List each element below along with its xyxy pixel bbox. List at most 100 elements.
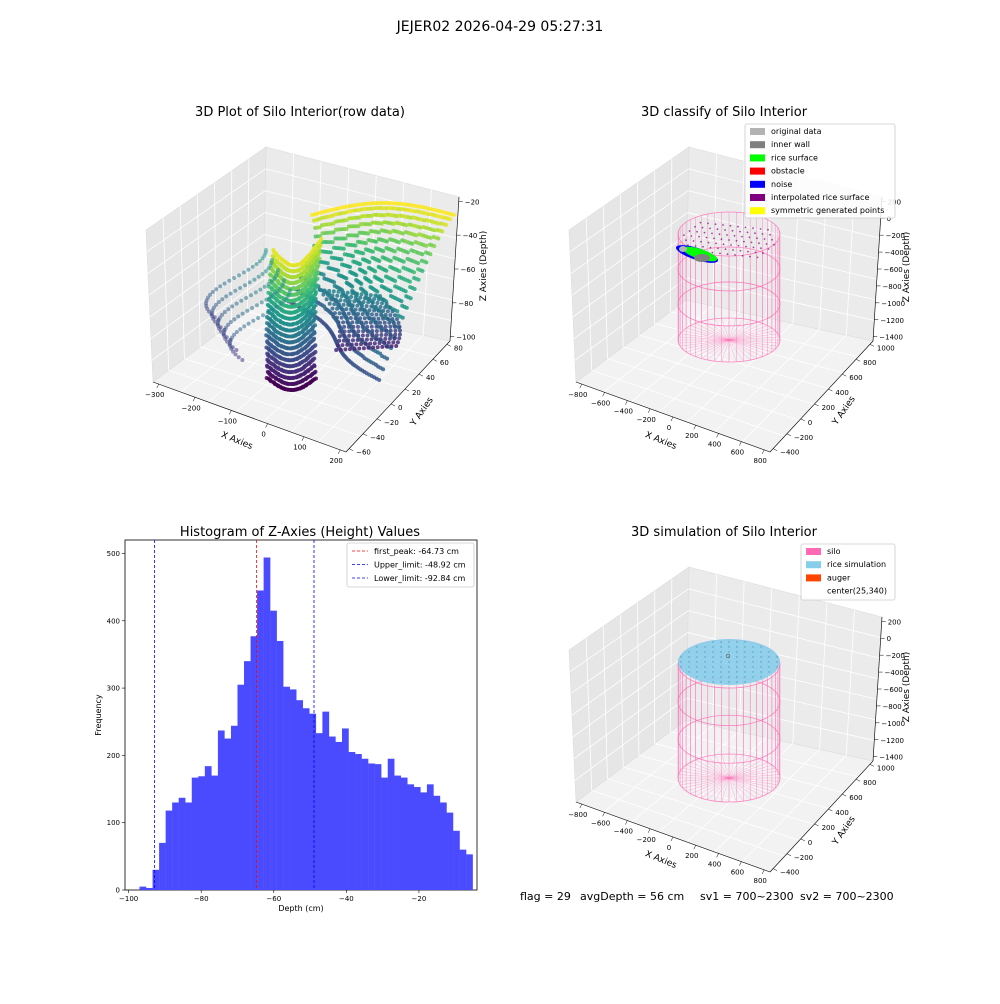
rice-simulation-point xyxy=(728,651,729,652)
scan-point xyxy=(362,300,366,304)
interpolated-point xyxy=(715,243,717,245)
scan-point xyxy=(276,289,280,293)
scan-point xyxy=(343,330,347,334)
interpolated-point xyxy=(764,238,766,240)
scan-point xyxy=(251,265,255,269)
scan-point xyxy=(266,310,270,314)
scan-point xyxy=(367,260,371,264)
tick-mark xyxy=(694,845,696,849)
interpolated-point xyxy=(760,247,762,249)
scan-point xyxy=(258,259,262,263)
scan-point xyxy=(223,282,227,286)
tick-label: 40 xyxy=(426,374,435,382)
tick-label: −600 xyxy=(591,399,610,407)
tick-label: −400 xyxy=(614,828,633,836)
legend-label: rice surface xyxy=(771,153,818,162)
simulation-plot-title: 3D simulation of Silo Interior xyxy=(631,525,818,540)
interpolated-point xyxy=(717,248,719,250)
histogram-bar xyxy=(316,733,323,890)
tick-mark xyxy=(787,434,791,436)
interpolated-point xyxy=(751,242,753,244)
interpolated-point xyxy=(738,245,740,247)
scan-point xyxy=(319,244,323,248)
scan-point xyxy=(365,312,369,316)
scan-point xyxy=(346,303,350,307)
rice-simulation-point xyxy=(752,646,753,647)
histogram-bar xyxy=(296,700,303,890)
scan-point xyxy=(395,317,399,321)
tick-label: 80 xyxy=(454,344,463,352)
scan-point xyxy=(344,295,348,299)
tick-label: 800 xyxy=(863,359,876,367)
tick-mark xyxy=(603,812,605,816)
tick-mark xyxy=(433,359,437,361)
tick-label: −100 xyxy=(218,417,237,425)
rice-simulation-point xyxy=(720,671,721,672)
tick-label: 0 xyxy=(398,404,402,412)
rice-simulation-point xyxy=(704,676,705,677)
histogram-bar xyxy=(257,590,264,890)
rice-simulation-point xyxy=(688,661,689,662)
rice-simulation-point xyxy=(768,661,769,662)
rice-simulation-point xyxy=(704,646,705,647)
scan-point xyxy=(393,279,397,283)
tick-mark xyxy=(739,862,741,866)
rice-simulation-point xyxy=(736,656,737,657)
legend-swatch xyxy=(750,207,765,214)
tick-label: 1000 xyxy=(877,344,895,352)
legend-label: noise xyxy=(771,180,792,189)
scan-point xyxy=(349,316,353,320)
scan-point xyxy=(319,237,323,241)
scan-point xyxy=(364,293,368,297)
legend-swatch xyxy=(750,168,765,175)
rice-simulation-point xyxy=(720,666,721,667)
scan-point xyxy=(385,302,389,306)
scan-point xyxy=(264,298,268,302)
scan-point xyxy=(346,291,350,295)
tick-label: 300 xyxy=(107,685,120,693)
interpolated-point xyxy=(689,230,691,232)
scan-point xyxy=(332,289,336,293)
scan-point xyxy=(233,289,237,293)
scan-point xyxy=(350,285,354,289)
rice-simulation-point xyxy=(744,641,745,642)
scan-point xyxy=(245,309,249,313)
scan-point xyxy=(343,347,347,351)
interpolated-point xyxy=(694,226,696,228)
histogram-bar xyxy=(270,611,277,890)
scan-point xyxy=(264,269,268,273)
rice-simulation-point xyxy=(752,671,753,672)
rice-simulation-point xyxy=(736,681,737,682)
rice-simulation-point xyxy=(712,656,713,657)
rice-simulation-point xyxy=(688,656,689,657)
scan-point xyxy=(432,244,436,248)
rice-simulation-point xyxy=(704,661,705,662)
scan-point xyxy=(385,345,389,349)
scan-point xyxy=(379,325,383,329)
scan-point xyxy=(352,299,356,303)
legend-label: interpolated rice surface xyxy=(771,193,869,202)
tick-label: −20 xyxy=(465,198,480,206)
scan-point xyxy=(251,319,255,323)
scan-point xyxy=(336,269,340,273)
tick-label: 0 xyxy=(667,844,671,852)
scan-point xyxy=(352,329,356,333)
rice-simulation-point xyxy=(680,661,681,662)
scan-point xyxy=(338,330,342,334)
scan-point xyxy=(424,260,428,264)
scan-point xyxy=(244,296,248,300)
rice-simulation-point xyxy=(680,656,681,657)
histogram-bar xyxy=(460,850,467,890)
tick-mark xyxy=(773,449,777,451)
histogram-bar xyxy=(329,737,336,890)
interpolated-point xyxy=(709,228,711,230)
scan-point xyxy=(417,278,421,282)
interpolated-point xyxy=(732,249,734,251)
scan-point xyxy=(349,307,353,311)
legend-label: center(25,340) xyxy=(827,587,887,596)
scan-point xyxy=(371,250,375,254)
scan-point xyxy=(340,316,344,320)
rice-simulation-point xyxy=(696,676,697,677)
scan-point xyxy=(318,250,322,254)
scan-point xyxy=(370,325,374,329)
